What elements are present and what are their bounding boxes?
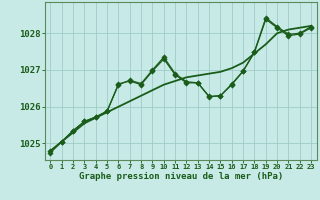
X-axis label: Graphe pression niveau de la mer (hPa): Graphe pression niveau de la mer (hPa) [79,172,283,181]
